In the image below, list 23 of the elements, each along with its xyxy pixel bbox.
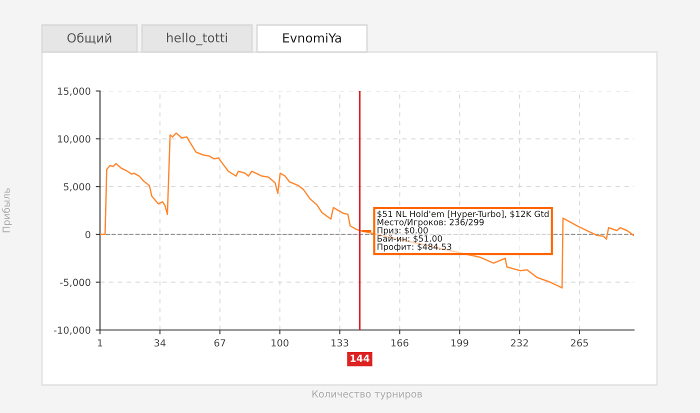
x-tick-label: 232: [511, 339, 528, 347]
x-tick-label: 166: [391, 339, 408, 347]
annotation: $51 NL Hold'em [Hyper-Turbo], $12K Gtd Место/Игроков: 236/299 Приз: $0.00 Бай-ин: $51.00 Профит: $484.53: [377, 210, 549, 252]
text: EvnomiYa: [283, 32, 341, 43]
y-tick-label: 15,000: [58, 87, 90, 96]
x-tick-label: 199: [451, 339, 468, 347]
x-tick-label: 67: [214, 339, 226, 347]
y-tick-label: 0: [85, 230, 90, 238]
x-tick-label: 133: [332, 339, 348, 347]
y-axis-title: Прибыль: [2, 188, 12, 232]
x-tick-label: 34: [154, 339, 166, 347]
x-tick-label: 265: [570, 339, 588, 347]
text: Общий: [67, 32, 112, 44]
x-axis-title: Количество турниров: [312, 390, 422, 400]
y-tick-label: 10,000: [58, 135, 90, 144]
line-series: [100, 132, 634, 289]
y-tick-label: -5,000: [60, 278, 90, 288]
x-tick-label: 100: [272, 339, 288, 347]
text: hello_totti: [166, 32, 227, 46]
y-tick-label: -10,000: [54, 326, 90, 335]
x-tick-label: 1: [98, 339, 102, 346]
y-tick-label: 5,000: [64, 183, 90, 192]
ref-line-label: 144: [350, 354, 370, 362]
